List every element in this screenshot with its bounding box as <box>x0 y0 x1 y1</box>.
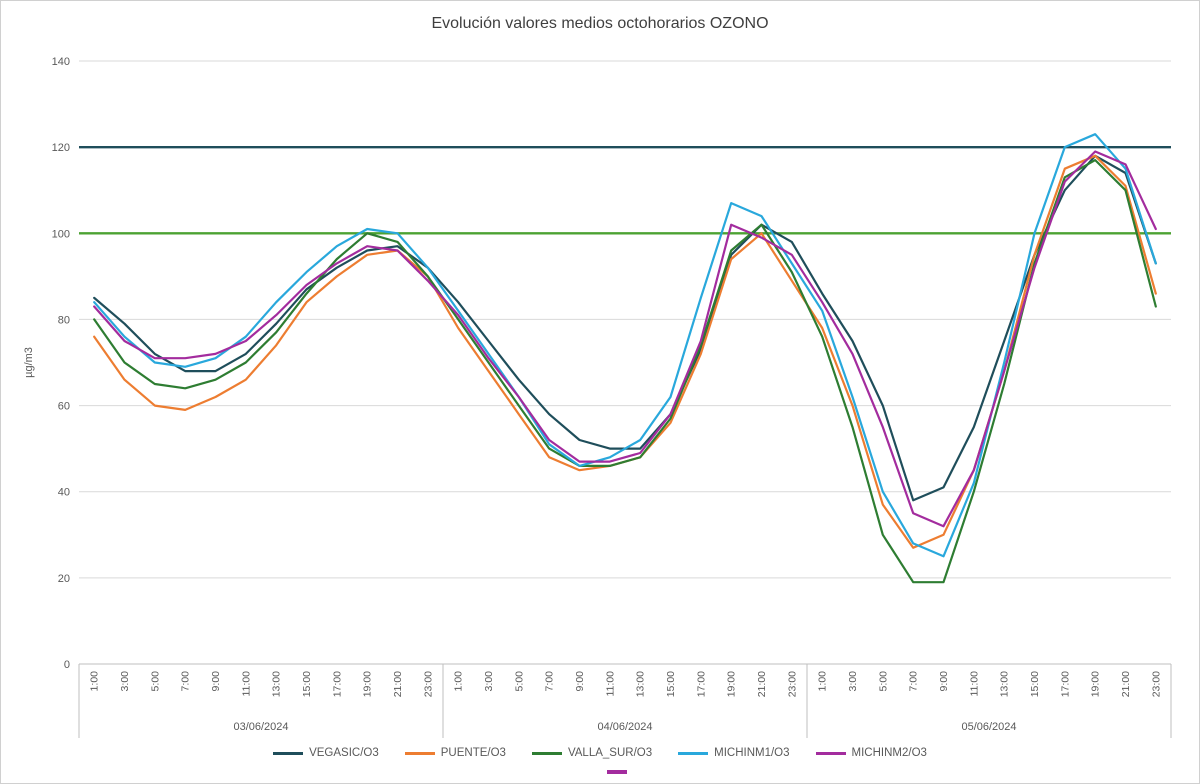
legend-overflow-marker <box>607 770 627 774</box>
x-tick-label: 3:00 <box>483 671 495 692</box>
x-tick-label: 5:00 <box>877 671 889 692</box>
y-tick-label: 40 <box>58 487 70 499</box>
legend-label: VEGASIC/O3 <box>309 747 379 759</box>
x-tick-label: 7:00 <box>908 671 920 692</box>
x-tick-label: 13:00 <box>635 671 647 697</box>
x-tick-label: 5:00 <box>513 671 525 692</box>
legend-swatch <box>815 751 846 755</box>
x-tick-label: 23:00 <box>1150 671 1162 697</box>
x-tick-label: 15:00 <box>301 671 313 697</box>
legend-item-michinm2-o3: MICHINM2/O3 <box>815 747 927 759</box>
series-valla-sur-o3 <box>93 159 1157 584</box>
y-tick-label: 0 <box>64 659 70 671</box>
x-tick-label: 17:00 <box>331 671 343 697</box>
y-tick-label: 140 <box>52 56 70 68</box>
x-tick-label: 1:00 <box>817 671 829 692</box>
x-tick-label: 23:00 <box>422 671 434 697</box>
x-tick-label: 3:00 <box>847 671 859 692</box>
x-tick-label: 3:00 <box>119 671 131 692</box>
x-tick-label: 21:00 <box>756 671 768 697</box>
legend-swatch <box>531 751 562 755</box>
series-puente-o3 <box>93 154 1157 549</box>
legend-label: VALLA_SUR/O3 <box>567 747 653 759</box>
x-tick-label: 13:00 <box>271 671 283 697</box>
x-tick-label: 23:00 <box>786 671 798 697</box>
legend-label: PUENTE/O3 <box>440 747 506 759</box>
x-tick-label: 7:00 <box>180 671 192 692</box>
x-tick-label: 15:00 <box>665 671 677 697</box>
day-label: 04/06/2024 <box>597 721 652 733</box>
x-tick-label: 13:00 <box>999 671 1011 697</box>
y-tick-label: 20 <box>58 573 70 585</box>
x-tick-label: 17:00 <box>695 671 707 697</box>
legend-swatch <box>273 751 304 755</box>
y-tick-label: 80 <box>58 314 70 326</box>
x-tick-label: 21:00 <box>1120 671 1132 697</box>
x-tick-label: 19:00 <box>726 671 738 697</box>
y-tick-label: 100 <box>52 228 70 240</box>
x-tick-label: 9:00 <box>574 671 586 692</box>
legend-item-vegasic-o3: VEGASIC/O3 <box>273 747 379 759</box>
legend-item-puente-o3: PUENTE/O3 <box>404 747 506 759</box>
legend-item-valla-sur-o3: VALLA_SUR/O3 <box>531 747 653 759</box>
x-tick-label: 21:00 <box>392 671 404 697</box>
legend: VEGASIC/O3 PUENTE/O3 VALLA_SUR/O3 MICHINM1/… <box>1 747 1199 759</box>
x-tick-label: 19:00 <box>1090 671 1102 697</box>
x-tick-label: 5:00 <box>149 671 161 692</box>
y-tick-label: 120 <box>52 142 70 154</box>
legend-swatch <box>678 751 709 755</box>
x-tick-label: 11:00 <box>240 671 252 697</box>
x-tick-label: 7:00 <box>544 671 556 692</box>
plot-area: 0 20 40 60 80 100 120 140 µg/m3 1:00 3:00 5:00 7:00 9… <box>23 56 1172 738</box>
x-tick-label: 11:00 <box>968 671 980 697</box>
x-tick-label: 19:00 <box>362 671 374 697</box>
legend-label: MICHINM1/O3 <box>714 747 790 759</box>
y-axis-title: µg/m3 <box>23 347 35 378</box>
y-tick-label: 60 <box>58 401 70 413</box>
x-tick-label: 17:00 <box>1059 671 1071 697</box>
x-tick-label: 11:00 <box>604 671 616 697</box>
series-michinm2-o3 <box>93 150 1157 528</box>
x-tick-label: 9:00 <box>938 671 950 692</box>
x-tick-label: 1:00 <box>453 671 465 692</box>
legend-label: MICHINM2/O3 <box>851 747 927 759</box>
day-label: 03/06/2024 <box>233 721 288 733</box>
series-michinm1-o3 <box>93 133 1157 558</box>
day-label: 05/06/2024 <box>961 721 1016 733</box>
chart-title: Evolución valores medios octohorarios OZ… <box>431 15 769 32</box>
legend-item-michinm1-o3: MICHINM1/O3 <box>678 747 790 759</box>
x-tick-label: 1:00 <box>89 671 101 692</box>
x-tick-label: 9:00 <box>210 671 222 692</box>
legend-swatch <box>404 751 435 755</box>
x-tick-label: 15:00 <box>1029 671 1041 697</box>
